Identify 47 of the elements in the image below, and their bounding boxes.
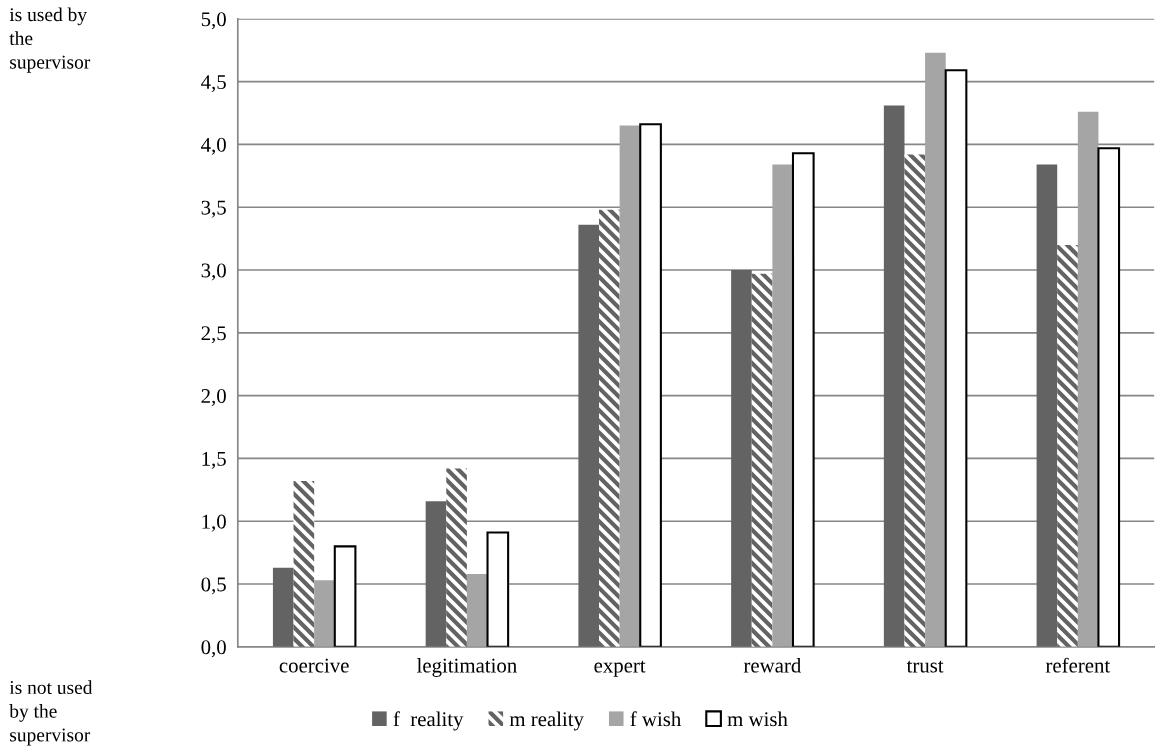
y-tick-label: 0,5 bbox=[201, 577, 226, 595]
bar bbox=[578, 224, 600, 647]
y-tick-label: 1,0 bbox=[202, 514, 226, 532]
bar bbox=[486, 531, 510, 647]
text: is used by the supervisor bbox=[9, 7, 91, 73]
bar bbox=[751, 273, 773, 647]
bar bbox=[1077, 111, 1099, 647]
legend-label: f wish bbox=[630, 711, 682, 727]
y-tick-label: 3,5 bbox=[201, 200, 226, 218]
y-tick-label: 2,0 bbox=[201, 389, 226, 407]
bar bbox=[1057, 244, 1078, 647]
y-tick-label: 4,5 bbox=[201, 75, 226, 93]
bar bbox=[272, 567, 294, 647]
x-tick-label: trust bbox=[906, 660, 944, 673]
x-tick-label: referent bbox=[1045, 657, 1111, 673]
bar bbox=[619, 125, 641, 647]
y-tick-label: 0,0 bbox=[201, 640, 226, 658]
bar bbox=[639, 123, 662, 647]
x-tick-label: legitimation bbox=[416, 657, 517, 677]
bar bbox=[1036, 164, 1058, 647]
bar bbox=[731, 270, 752, 647]
y-tick-label: 1,5 bbox=[202, 451, 226, 469]
bar bbox=[314, 580, 335, 647]
bar bbox=[791, 152, 815, 647]
bar bbox=[333, 545, 357, 647]
bar bbox=[599, 209, 620, 647]
bar bbox=[1097, 147, 1121, 647]
bar bbox=[925, 52, 946, 647]
bar bbox=[883, 105, 905, 647]
y-tick-label: 5,0 bbox=[201, 12, 226, 30]
bar bbox=[446, 468, 467, 647]
bar bbox=[466, 573, 488, 647]
y-tick-label: 4,0 bbox=[201, 137, 226, 155]
x-tick-label: coercive bbox=[279, 658, 349, 673]
y-tick-label: 3,0 bbox=[201, 263, 226, 281]
bar bbox=[772, 164, 793, 647]
bar bbox=[425, 501, 447, 647]
x-tick-label: reward bbox=[743, 657, 802, 673]
bar bbox=[944, 69, 968, 647]
bar bbox=[293, 481, 315, 647]
y-tick-label: 2,5 bbox=[201, 326, 226, 344]
bar bbox=[904, 154, 926, 647]
x-tick-label: expert bbox=[594, 660, 646, 677]
legend-label: m reality bbox=[509, 711, 584, 731]
legend-label: m wish bbox=[727, 711, 788, 727]
text: is not used by the supervisor bbox=[9, 680, 93, 746]
legend-label: f reality bbox=[393, 711, 464, 731]
